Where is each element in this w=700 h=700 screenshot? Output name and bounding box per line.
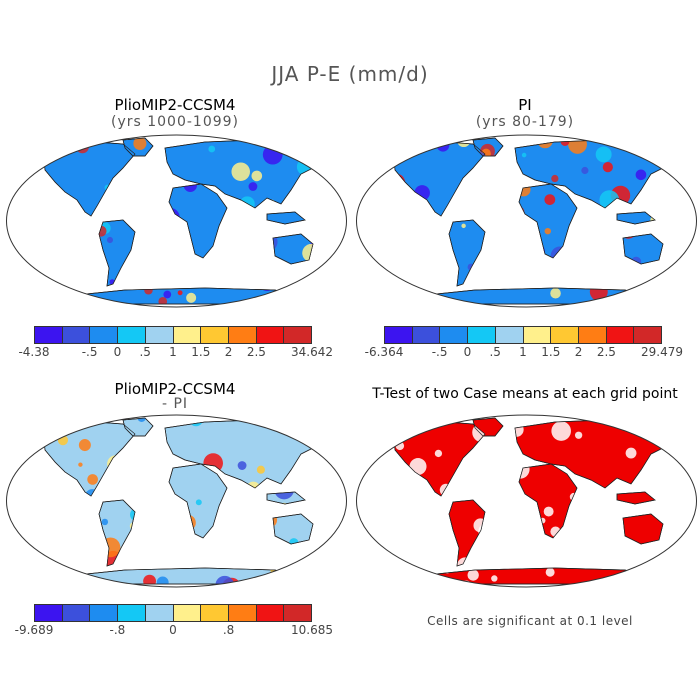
colorbar-2 [384, 326, 662, 344]
map-border [6, 134, 347, 308]
colorbar-swatch [35, 605, 63, 621]
colorbar-tick-label: -4.38 [18, 345, 50, 359]
colorbar-swatch [495, 327, 524, 343]
colorbar-tick-label: .5 [139, 345, 151, 359]
colorbar-swatch [256, 327, 285, 343]
colorbar-tick-label: -.5 [431, 345, 448, 359]
landmass-namerica [392, 421, 486, 497]
map-ttest [356, 414, 697, 588]
colorbar-swatch [256, 605, 285, 621]
colorbar-swatch [62, 605, 91, 621]
colorbar-swatch [201, 327, 229, 343]
colorbar-swatch [468, 327, 496, 343]
significance-note: Cells are significant at 0.1 level [427, 614, 633, 628]
colorbar-swatch [385, 327, 413, 343]
colorbar-swatch [412, 327, 441, 343]
colorbar-tick-label: 1.5 [541, 345, 561, 359]
landmass-antarctica [416, 287, 656, 305]
map-border [356, 414, 697, 588]
colorbar-tick-label: -9.689 [14, 623, 54, 637]
colorbar-swatch [35, 327, 63, 343]
panel-4-title: T-Test of two Case means at each grid po… [372, 386, 678, 402]
colorbar-tick-label: 0 [169, 623, 177, 637]
landmass-africa [518, 463, 578, 539]
colorbar-swatch [90, 605, 119, 621]
colorbar-swatch [145, 327, 174, 343]
colorbar-swatch [578, 327, 607, 343]
colorbar-tick-label: 1 [519, 345, 527, 359]
colorbar-2-labels: -6.364 -.5 0 .5 1 1.5 2 2.5 29.479 [365, 345, 683, 361]
colorbar-tick-label: -.5 [81, 345, 98, 359]
panel-3-subtitle: - PI [161, 396, 189, 412]
panel-2-title: PI [518, 96, 532, 114]
colorbar-tick-label: 1.5 [191, 345, 211, 359]
colorbar-swatch [606, 327, 635, 343]
colorbar-tick-label: 2.5 [596, 345, 616, 359]
colorbar-tick-label: -.8 [109, 623, 126, 637]
map-border [6, 414, 347, 588]
colorbar-swatch [634, 327, 662, 343]
landmass-antarctica [66, 567, 306, 585]
colorbar-tick-label: 2 [574, 345, 583, 359]
colorbar-swatch [145, 605, 174, 621]
colorbar-swatch [201, 605, 229, 621]
colorbar-swatch [228, 605, 257, 621]
colorbar-swatch [62, 327, 91, 343]
colorbar-swatch [228, 327, 257, 343]
colorbar-tick-label: 2 [224, 345, 233, 359]
colorbar-swatch [440, 327, 469, 343]
colorbar-swatch [90, 327, 119, 343]
colorbar-tick-label: 34.642 [291, 345, 333, 359]
colorbar-tick-label: 29.479 [641, 345, 683, 359]
panel-3-title: PlioMIP2-CCSM4 [114, 380, 236, 398]
map-pi [356, 134, 697, 308]
map-border [356, 134, 697, 308]
colorbar-tick-label: 10.685 [291, 623, 333, 637]
colorbar-tick-label: 1 [169, 345, 177, 359]
colorbar-swatch [118, 605, 146, 621]
colorbar-swatch [284, 605, 312, 621]
colorbar-swatch [173, 327, 202, 343]
figure-title: JJA P-E (mm/d) [271, 62, 429, 86]
panel-2-subtitle: (yrs 80-179) [475, 114, 575, 130]
colorbar-tick-label: 0 [463, 345, 472, 359]
colorbar-swatch [118, 327, 146, 343]
colorbar-swatch [284, 327, 312, 343]
colorbar-tick-label: -6.364 [364, 345, 404, 359]
landmass-namerica [42, 421, 136, 497]
landmass-australia [622, 513, 664, 545]
landmass-antarctica [416, 567, 656, 585]
colorbar-1-labels: -4.38 -.5 0 .5 1 1.5 2 2.5 34.642 [18, 345, 333, 361]
colorbar-3 [34, 604, 312, 622]
colorbar-tick-label: .8 [222, 623, 235, 637]
colorbar-tick-label: .5 [489, 345, 501, 359]
colorbar-3-labels: -9.689 -.8 0 .8 10.685 [15, 623, 333, 639]
panel-1-title: PlioMIP2-CCSM4 [114, 96, 236, 114]
colorbar-swatch [523, 327, 552, 343]
map-pliomip2 [6, 134, 347, 308]
panel-1-subtitle: (yrs 1000-1099) [110, 114, 240, 130]
landmass-namerica [42, 141, 136, 217]
colorbar-swatch [173, 605, 202, 621]
landmass-africa [168, 183, 228, 259]
colorbar-tick-label: 0 [113, 345, 122, 359]
landmass-namerica [392, 141, 486, 217]
colorbar-swatch [551, 327, 579, 343]
map-difference [6, 414, 347, 588]
colorbar-1 [34, 326, 312, 344]
colorbar-tick-label: 2.5 [246, 345, 266, 359]
